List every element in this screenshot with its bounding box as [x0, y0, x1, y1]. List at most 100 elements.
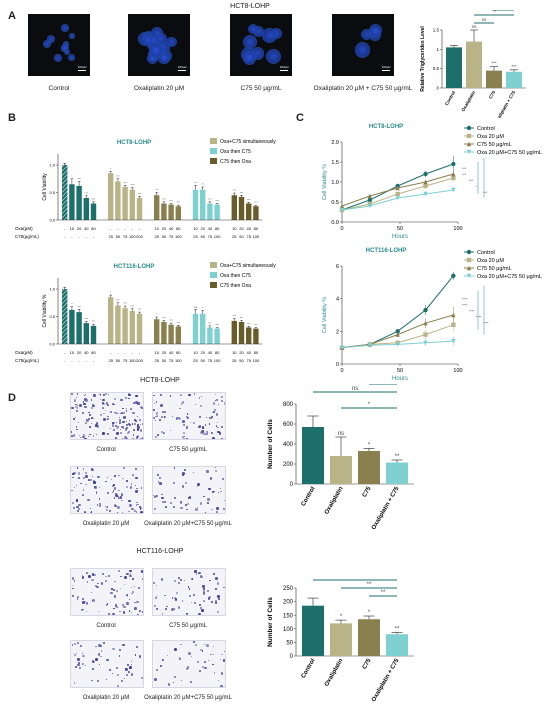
y-tick-label: 50	[286, 641, 293, 647]
y-tick-label: 0	[336, 362, 339, 368]
c75-dose: 75	[123, 234, 128, 239]
cell-nucleus	[60, 44, 69, 53]
significance-label: ***	[247, 322, 251, 326]
legend-label: Oxa then C75	[220, 273, 251, 279]
oxa-dose: 20	[77, 226, 82, 231]
transwell-image	[70, 392, 144, 440]
bar	[76, 312, 82, 344]
bar	[136, 198, 143, 220]
significance-label: *	[202, 306, 204, 310]
significance-label: ***	[131, 304, 135, 308]
y-tick-label: 800	[283, 402, 294, 408]
bar	[69, 309, 75, 344]
significance-label: ***	[247, 198, 251, 202]
scale-bar	[178, 70, 186, 71]
oxa-dose: 10	[154, 226, 159, 231]
transwell-image	[152, 466, 226, 514]
cell-nucleus	[243, 51, 257, 65]
c75-dose: 100	[129, 234, 136, 239]
significance-label: ***	[162, 316, 166, 320]
bar	[122, 308, 128, 344]
bar	[214, 204, 220, 220]
oxa-dose: 20	[200, 350, 205, 355]
bar	[238, 196, 245, 220]
scale-bar-label: 100μm	[77, 65, 87, 69]
legend-label: Oxa 20 μM+C75 50 μg/mL	[477, 150, 542, 156]
y-tick-label: 0	[290, 482, 294, 488]
significance-label: ns	[338, 431, 344, 437]
oxa-dose: -	[110, 226, 112, 231]
row-label-oxa: Oxa(μM)	[15, 226, 33, 231]
significance-label: ***	[92, 197, 96, 201]
image-caption: C75 50 μg/mL	[169, 447, 207, 453]
data-point	[466, 265, 472, 271]
cell-nucleus	[158, 52, 170, 64]
significance-label: ***	[77, 305, 81, 309]
c75-dose: 50	[200, 234, 205, 239]
bar	[175, 326, 181, 344]
category-label: Oxaliplatin	[460, 90, 476, 113]
cell-nucleus	[265, 49, 281, 65]
significance-label: ***	[469, 179, 474, 183]
category-label: Oxaliplatin	[324, 486, 345, 516]
y-tick-label: 1.0	[49, 287, 55, 292]
category-label: Oxaliplatin + C75	[371, 657, 401, 703]
category-label: C75	[362, 485, 373, 498]
data-point	[423, 191, 428, 197]
legend-swatch	[210, 138, 217, 144]
oxa-dose: 40	[84, 226, 89, 231]
y-tick-label: 0.5	[49, 314, 55, 319]
oxa-dose: 20	[239, 350, 244, 355]
bracket-label: **	[381, 590, 386, 596]
x-tick-label: 100	[453, 368, 462, 374]
bar	[83, 323, 89, 344]
significance-label: *	[71, 302, 73, 306]
transwell-image	[152, 392, 226, 440]
significance-label: ***	[77, 177, 81, 181]
bar	[76, 185, 82, 220]
cell-nucleus	[148, 43, 163, 58]
y-tick-label: 1.0	[49, 163, 55, 168]
transwell-image	[152, 568, 226, 616]
significance-label: ***	[233, 189, 237, 193]
significance-label: ****	[462, 303, 468, 307]
legend-label: C75 50 μg/mL	[477, 142, 512, 148]
oxa-dose: 80	[215, 350, 220, 355]
y-tick-label: 1.0	[331, 180, 339, 186]
y-tick-label: 1	[436, 47, 439, 52]
c75-dose: 100	[175, 234, 182, 239]
legend-swatch	[210, 272, 217, 278]
oxa-dose: 10	[154, 350, 159, 355]
c75-dose: 50	[162, 234, 167, 239]
y-tick-label: 0	[290, 654, 294, 660]
data-point	[466, 273, 472, 279]
bar	[122, 187, 128, 220]
c75-dose: 75	[208, 358, 213, 363]
bar	[62, 165, 68, 220]
bracket-label: ns	[482, 17, 488, 22]
bar	[214, 328, 220, 344]
category-label: Control	[444, 90, 456, 106]
significance-label: ****	[476, 315, 482, 319]
y-tick-label: 150	[283, 613, 294, 619]
legend-label: Oxa then C75	[220, 149, 251, 155]
bar	[175, 206, 181, 220]
scale-bar-label: 100μm	[279, 65, 289, 69]
bracket-label: ns	[352, 386, 358, 392]
bar	[330, 623, 352, 656]
row-label-oxa: Oxa(μM)	[15, 350, 33, 355]
bar	[386, 634, 408, 656]
bar	[330, 456, 352, 484]
legend-label: C75 then Oxa	[220, 283, 251, 289]
data-point	[466, 249, 472, 255]
c75-dose: -	[93, 358, 95, 363]
y-axis-label: Cell Viability %	[322, 297, 328, 333]
cell-nucleus	[146, 52, 159, 65]
x-tick-label: 50	[397, 226, 403, 232]
oxa-dose: 80	[254, 350, 259, 355]
scale-bar	[382, 70, 390, 71]
microscopy-image: 100μm	[28, 14, 90, 76]
legend-label: C75 50 μg/mL	[477, 266, 512, 272]
oxa-dose: -	[139, 226, 141, 231]
legend-label: Oxa 20 μM	[477, 258, 504, 264]
